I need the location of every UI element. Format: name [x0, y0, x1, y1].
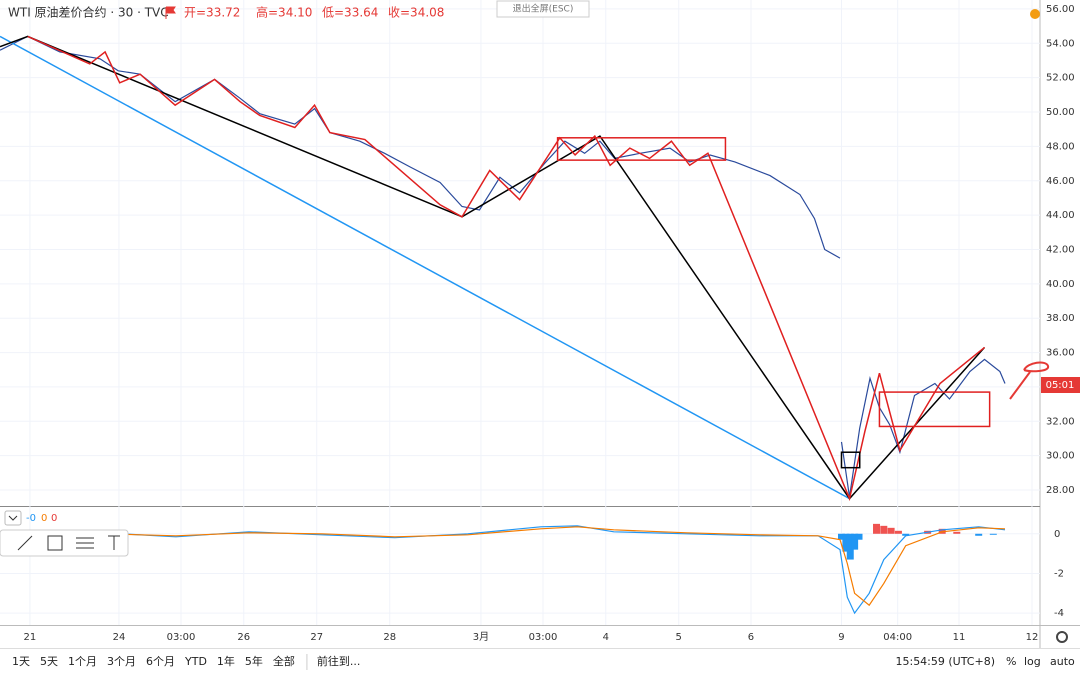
y-tick-label: 38.00	[1046, 313, 1075, 324]
x-tick-label: 04:00	[883, 632, 912, 643]
ohlc-close: 收=34.08	[388, 6, 444, 20]
range-button[interactable]: 5天	[40, 655, 58, 668]
drawing-line	[27, 35, 986, 502]
histogram-bar	[887, 527, 895, 534]
drawing-rectangle	[840, 451, 861, 469]
y-tick-label: -4	[1054, 608, 1064, 619]
macd-legend-value: 0	[41, 513, 47, 524]
drawing-rectangle	[556, 137, 727, 161]
hand-annotation	[1009, 361, 1049, 400]
x-tick-label: 3月	[473, 631, 489, 643]
range-button[interactable]: 全部	[273, 654, 295, 668]
y-tick-label: -2	[1054, 568, 1064, 579]
histogram-bar	[894, 530, 902, 534]
settings-icon[interactable]	[1056, 631, 1068, 643]
histogram-bar	[846, 533, 854, 560]
y-tick-label: 32.00	[1046, 416, 1075, 427]
y-tick-label: 48.00	[1046, 141, 1075, 152]
y-tick-label: 54.00	[1046, 38, 1075, 49]
x-tick-label: 9	[838, 632, 844, 643]
y-tick-label: 56.00	[1046, 4, 1075, 15]
histogram-bar	[989, 533, 997, 535]
range-button[interactable]: 3个月	[107, 655, 136, 668]
scale-button[interactable]: auto	[1050, 655, 1075, 668]
y-tick-label: 52.00	[1046, 73, 1075, 84]
histogram-bar	[855, 533, 863, 540]
goto-button[interactable]: 前往到...	[317, 654, 361, 668]
histogram-bar	[837, 533, 845, 540]
drawing-line	[0, 35, 986, 500]
collapse-button[interactable]	[4, 510, 22, 526]
price-line	[0, 35, 1006, 497]
histogram-bar	[851, 533, 859, 550]
x-tick-label: 03:00	[529, 632, 558, 643]
drawing-rectangle	[878, 391, 991, 428]
x-tick-label: 21	[24, 632, 37, 643]
countdown-label: 05:01	[1046, 380, 1075, 391]
range-button[interactable]: 5年	[245, 654, 263, 668]
flag-icon[interactable]	[165, 6, 176, 19]
y-tick-label: 44.00	[1046, 210, 1075, 221]
ohlc-open: 开=33.72	[184, 6, 240, 20]
y-tick-label: 46.00	[1046, 176, 1075, 187]
symbol-title: WTI 原油差价合约 · 30 · TVC	[8, 5, 169, 20]
text-tool[interactable]	[108, 535, 120, 550]
x-tick-label: 27	[310, 632, 323, 643]
ohlc-high: 高=34.10	[256, 5, 312, 20]
x-tick-label: 12	[1026, 632, 1039, 643]
histogram-bar	[842, 533, 850, 552]
exit-fullscreen-button[interactable]	[496, 0, 590, 18]
y-tick-label: 28.00	[1046, 485, 1075, 496]
y-tick-label: 42.00	[1046, 244, 1075, 255]
ohlc-low: 低=33.64	[322, 6, 378, 20]
histogram-bar	[953, 531, 961, 534]
countdown-tag	[1041, 377, 1080, 393]
drawing-line	[0, 35, 850, 500]
range-button[interactable]: 1年	[217, 654, 235, 668]
exit-fullscreen-label: 退出全屏(ESC)	[513, 3, 574, 15]
x-tick-label: 28	[383, 632, 396, 643]
x-tick-label: 03:00	[167, 632, 196, 643]
x-tick-label: 5	[676, 632, 682, 643]
alert-icon[interactable]	[1030, 9, 1040, 19]
range-button[interactable]: YTD	[184, 655, 207, 668]
histogram-bar	[902, 533, 910, 536]
x-tick-label: 11	[953, 632, 966, 643]
x-tick-label: 26	[237, 632, 250, 643]
drawing-toolbar	[0, 529, 129, 557]
rectangle-tool[interactable]	[47, 535, 63, 551]
y-tick-label: 30.00	[1046, 451, 1075, 462]
y-tick-label: 50.00	[1046, 107, 1075, 118]
y-tick-label: 0	[1054, 529, 1060, 540]
histogram-bar	[880, 525, 888, 534]
macd-line	[0, 526, 1006, 607]
macd-legend-value: 0	[51, 513, 57, 524]
scale-button[interactable]: log	[1024, 655, 1041, 668]
x-tick-label: 24	[113, 632, 126, 643]
parallel-channel-tool[interactable]	[76, 537, 94, 549]
range-button[interactable]: 1个月	[68, 655, 97, 668]
histogram-bar	[975, 533, 983, 536]
macd-legend-value: -0	[26, 513, 36, 524]
y-tick-label: 36.00	[1046, 348, 1075, 359]
chevron-icon	[8, 515, 18, 521]
histogram-bar	[873, 523, 881, 534]
x-tick-label: 6	[748, 632, 754, 643]
clock: 15:54:59 (UTC+8)	[895, 655, 995, 668]
scale-button[interactable]: %	[1006, 655, 1016, 668]
range-button[interactable]: 1天	[12, 655, 30, 668]
trend-line-tool[interactable]	[17, 535, 33, 551]
y-tick-label: 40.00	[1046, 279, 1075, 290]
range-button[interactable]: 6个月	[146, 655, 175, 668]
x-tick-label: 4	[603, 632, 609, 643]
